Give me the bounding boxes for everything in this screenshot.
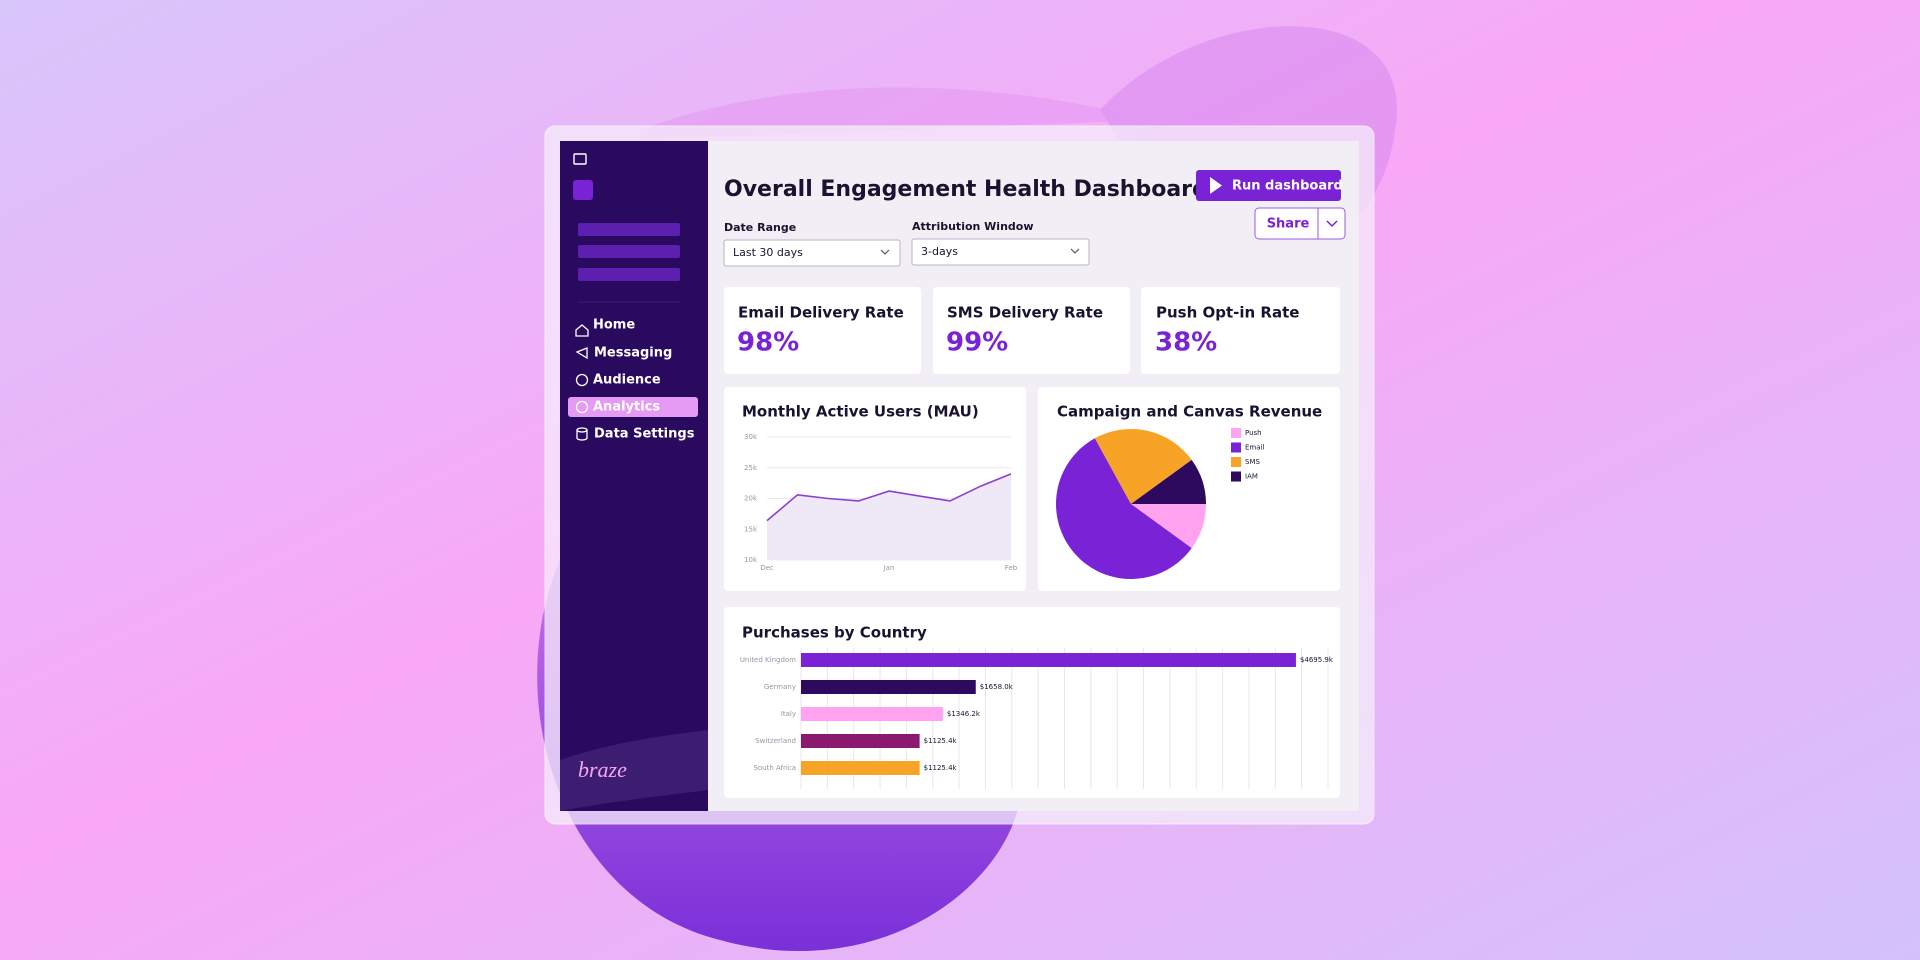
kpi-card bbox=[933, 287, 1130, 374]
chevron bbox=[880, 249, 890, 255]
area bbox=[767, 473, 1011, 560]
select[interactable] bbox=[723, 239, 901, 267]
y-tick-label: 25k bbox=[744, 464, 758, 472]
kpi-label: Push Opt-in Rate bbox=[1156, 304, 1299, 322]
value-label: $1125.4k bbox=[924, 764, 958, 772]
pie-slice bbox=[1131, 504, 1206, 549]
value-label: $1658.0k bbox=[980, 683, 1014, 691]
value-label: $1346.2k bbox=[947, 710, 981, 718]
x-tick-label: Dec bbox=[760, 564, 774, 572]
y-tick-label: United Kingdom bbox=[740, 656, 796, 664]
bar bbox=[801, 707, 943, 721]
analytics-icon bbox=[575, 400, 589, 414]
share-button[interactable] bbox=[1254, 207, 1346, 240]
x-tick-label: Feb bbox=[1005, 564, 1018, 572]
y-tick-label: 15k bbox=[744, 525, 758, 533]
sidebar-band bbox=[560, 730, 708, 811]
legend-label: IAM bbox=[1245, 473, 1258, 481]
bar bbox=[801, 734, 920, 748]
nav-item[interactable]: Analytics bbox=[593, 400, 660, 415]
y-tick-label: Switzerland bbox=[755, 737, 796, 745]
bar bbox=[801, 761, 920, 775]
y-tick-label: 30k bbox=[744, 433, 758, 441]
workspace-icon[interactable] bbox=[573, 180, 593, 200]
share-label: Share bbox=[1267, 217, 1310, 232]
pie-slice bbox=[1131, 459, 1206, 504]
chart-title: Campaign and Canvas Revenue bbox=[1057, 403, 1322, 421]
placeholder bbox=[578, 268, 680, 281]
home-icon bbox=[575, 324, 589, 337]
run-button-label: Run dashboard bbox=[1232, 179, 1343, 194]
legend-label: Push bbox=[1245, 429, 1262, 437]
value-label: $4695.9k bbox=[1300, 656, 1334, 664]
bar bbox=[801, 680, 976, 694]
nav-highlight bbox=[568, 397, 698, 417]
legend-swatch bbox=[1231, 457, 1241, 467]
bar bbox=[801, 653, 1296, 667]
kpi-label: Email Delivery Rate bbox=[738, 304, 904, 322]
placeholder bbox=[578, 223, 680, 236]
y-tick-label: Germany bbox=[764, 683, 796, 691]
line bbox=[766, 473, 1012, 522]
nav-item[interactable]: Home bbox=[593, 318, 635, 333]
data-icon bbox=[576, 430, 588, 441]
logo: braze bbox=[578, 757, 627, 782]
y-tick-label: 20k bbox=[744, 495, 758, 503]
nav-item[interactable]: Messaging bbox=[594, 346, 672, 361]
chevron bbox=[1070, 248, 1080, 254]
y-tick-label: Italy bbox=[781, 710, 796, 718]
chart-title: Purchases by Country bbox=[742, 624, 927, 642]
kpi-card bbox=[724, 287, 921, 374]
kpi-value: 99% bbox=[946, 328, 1008, 358]
select[interactable] bbox=[911, 238, 1090, 266]
share-dropdown[interactable] bbox=[1326, 220, 1338, 228]
y-tick-label: South Africa bbox=[753, 764, 796, 772]
nav-item[interactable]: Audience bbox=[593, 373, 661, 388]
legend-swatch bbox=[1231, 442, 1241, 453]
placeholder bbox=[578, 245, 680, 258]
select-value: 3-days bbox=[921, 245, 958, 258]
sidebar bbox=[560, 141, 708, 811]
legend-label: SMS bbox=[1245, 458, 1260, 466]
select-value: Last 30 days bbox=[733, 246, 803, 259]
pie-slice bbox=[1056, 438, 1192, 580]
pie-slice bbox=[1094, 429, 1192, 504]
play-icon bbox=[1210, 177, 1222, 194]
legend-swatch bbox=[1231, 428, 1241, 438]
kpi-card bbox=[1141, 287, 1340, 374]
messaging-icon bbox=[575, 347, 588, 360]
collapse-icon[interactable] bbox=[573, 153, 587, 165]
value-label: $1125.4k bbox=[924, 737, 958, 745]
dashboard-title: Overall Engagement Health Dashboard bbox=[724, 177, 1208, 202]
kpi-value: 38% bbox=[1155, 328, 1217, 358]
audience-icon bbox=[575, 373, 589, 387]
run-button[interactable] bbox=[1196, 170, 1341, 201]
y-tick-label: 10k bbox=[744, 556, 758, 564]
kpi-value: 98% bbox=[737, 328, 799, 358]
x-tick-label: Jan bbox=[883, 564, 895, 572]
nav-item[interactable]: Data Settings bbox=[594, 427, 695, 442]
legend-label: Email bbox=[1245, 444, 1264, 452]
kpi-label: SMS Delivery Rate bbox=[947, 304, 1103, 322]
filter-label: Attribution Window bbox=[912, 220, 1034, 233]
filter-label: Date Range bbox=[724, 221, 796, 234]
chart-title: Monthly Active Users (MAU) bbox=[742, 403, 979, 421]
legend-swatch bbox=[1231, 471, 1241, 482]
